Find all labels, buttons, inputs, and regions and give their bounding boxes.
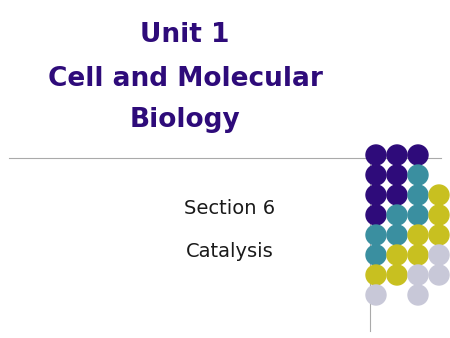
Text: Biology: Biology	[130, 107, 240, 133]
Circle shape	[408, 245, 428, 265]
Text: Unit 1: Unit 1	[140, 22, 230, 48]
Text: Catalysis: Catalysis	[185, 242, 273, 261]
Circle shape	[366, 165, 386, 185]
Circle shape	[429, 185, 449, 205]
Circle shape	[408, 225, 428, 245]
Text: Cell and Molecular: Cell and Molecular	[48, 66, 322, 92]
Circle shape	[429, 265, 449, 285]
Text: Section 6: Section 6	[184, 199, 275, 218]
Circle shape	[366, 145, 386, 165]
Circle shape	[408, 185, 428, 205]
Circle shape	[366, 265, 386, 285]
Circle shape	[429, 245, 449, 265]
Circle shape	[366, 205, 386, 225]
Circle shape	[366, 225, 386, 245]
Circle shape	[387, 185, 407, 205]
Circle shape	[387, 205, 407, 225]
Circle shape	[408, 285, 428, 305]
Circle shape	[387, 145, 407, 165]
Circle shape	[408, 265, 428, 285]
Circle shape	[387, 265, 407, 285]
Circle shape	[429, 225, 449, 245]
Circle shape	[429, 205, 449, 225]
Circle shape	[366, 185, 386, 205]
Circle shape	[408, 145, 428, 165]
Circle shape	[387, 225, 407, 245]
Circle shape	[408, 165, 428, 185]
Circle shape	[366, 245, 386, 265]
Circle shape	[387, 245, 407, 265]
Circle shape	[366, 285, 386, 305]
Circle shape	[408, 205, 428, 225]
Circle shape	[387, 165, 407, 185]
